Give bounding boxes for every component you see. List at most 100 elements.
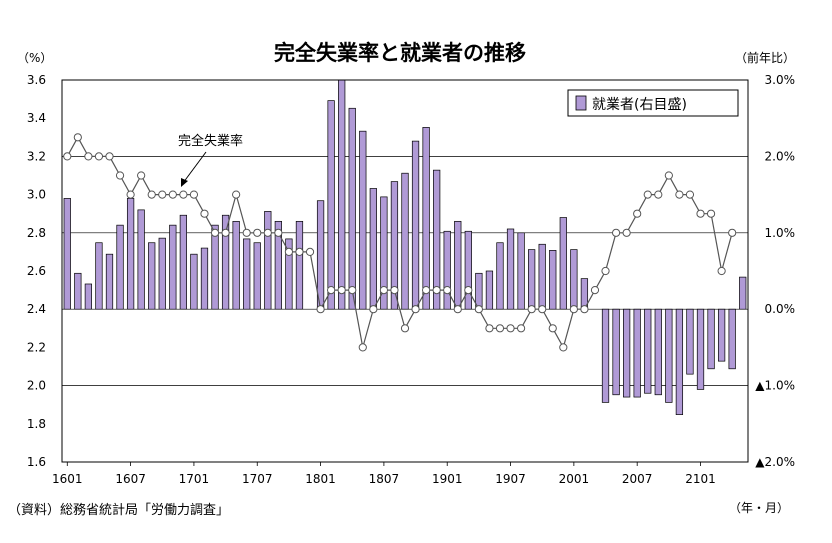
unemployment-marker [295, 247, 304, 256]
left-tick-label: 1.8 [27, 417, 46, 431]
unemployment-marker [569, 305, 578, 314]
x-tick-label: 1801 [305, 472, 336, 486]
unemployment-marker [548, 324, 557, 333]
chart-title: 完全失業率と就業者の推移 [274, 41, 526, 65]
employment-bar [633, 308, 641, 398]
employment-bar [243, 238, 251, 310]
employment-bar [74, 272, 82, 310]
unemployment-marker [63, 152, 72, 161]
unemployment-marker [685, 190, 695, 199]
unemployment-marker [242, 228, 251, 237]
x-axis-ticks: 1601 1607 1701 1707 1801 1807 1901 1907 2001 2007… [52, 462, 716, 486]
employment-bar [348, 107, 356, 310]
employment-bar [116, 224, 124, 310]
employment-bar [327, 100, 335, 310]
left-tick-label: 2.8 [27, 226, 46, 240]
legend: 就業者(右目盛) [567, 89, 739, 117]
line-annotation-arrowhead [181, 178, 188, 187]
employment-bar [675, 308, 684, 415]
employment-bar [95, 242, 103, 310]
unemployment-marker [601, 266, 610, 276]
employment-bar [295, 220, 304, 310]
unemployment-marker [274, 228, 283, 237]
left-tick-label: 3.0 [27, 188, 46, 202]
employment-bar [717, 308, 726, 362]
employment-bars [63, 79, 747, 415]
unemployment-marker [495, 324, 505, 333]
x-tick-label: 2101 [685, 472, 716, 486]
unemployment-marker [633, 209, 642, 218]
unemployment-marker [210, 228, 220, 237]
employment-bar [274, 220, 282, 310]
employment-bar [211, 224, 219, 310]
unemployment-marker [538, 305, 547, 314]
source-note: （資料）総務省統計局「労働力調査」 [8, 502, 229, 518]
unemployment-marker [696, 209, 705, 218]
employment-bar [232, 220, 240, 310]
unemployment-marker [390, 286, 399, 295]
employment-bar [285, 238, 293, 310]
employment-bar [517, 232, 525, 310]
line-annotation: 完全失業率 [178, 133, 243, 187]
employment-bar [169, 224, 177, 310]
unemployment-marker [654, 190, 663, 199]
unemployment-marker [464, 286, 473, 295]
legend-label: 就業者(右目盛) [592, 97, 687, 113]
employment-bar [359, 130, 367, 310]
employment-bar [528, 249, 536, 310]
unemployment-marker [717, 266, 726, 276]
x-axis-unit: （年・月） [729, 501, 789, 515]
unemployment-marker [263, 228, 272, 237]
unemployment-marker [400, 324, 410, 333]
employment-bar [105, 253, 114, 310]
x-tick-label: 2001 [559, 472, 590, 486]
x-tick-label: 1807 [369, 472, 400, 486]
employment-bar [63, 198, 71, 310]
left-axis-ticks: 3.6 3.4 3.2 3.0 2.8 2.6 2.4 2.2 2.0 1.8 1.6 [27, 73, 46, 469]
unemployment-marker [664, 171, 673, 180]
employment-bar [485, 270, 494, 310]
unemployment-marker [200, 209, 209, 218]
employment-bar [728, 308, 736, 370]
unemployment-marker [580, 305, 589, 314]
employment-bar [433, 169, 441, 310]
employment-bar [380, 196, 388, 310]
unemployment-marker [474, 305, 483, 314]
right-axis-ticks: 3.0% 2.0% 1.0% 0.0% ▲1.0% ▲2.0% [755, 73, 795, 469]
unemployment-marker [358, 343, 367, 352]
employment-bar [654, 308, 662, 396]
x-tick-label: 1901 [432, 472, 463, 486]
unemployment-marker [643, 190, 652, 199]
employment-bar [623, 308, 631, 398]
employment-bar [137, 209, 145, 310]
employment-bar [612, 308, 620, 396]
left-axis-unit: （%） [17, 51, 52, 65]
unemployment-marker [316, 305, 325, 314]
employment-bar [696, 308, 705, 390]
unemployment-marker [611, 228, 621, 237]
employment-bar [496, 242, 504, 310]
x-tick-label: 2007 [622, 472, 653, 486]
unemployment-marker [622, 228, 631, 237]
employment-bar [253, 242, 261, 310]
unemployment-marker [590, 286, 600, 295]
left-tick-label: 3.2 [27, 149, 46, 163]
employment-bar [179, 214, 187, 310]
employment-bar [221, 214, 230, 310]
employment-bar [443, 230, 451, 310]
unemployment-marker [485, 324, 494, 333]
right-tick-label: 3.0% [765, 73, 796, 87]
employment-bar [686, 308, 694, 375]
left-tick-label: 1.6 [27, 455, 46, 469]
unemployment-marker [284, 247, 294, 256]
employment-bar [148, 242, 156, 310]
unemployment-marker [305, 247, 315, 256]
x-tick-label: 1701 [179, 472, 210, 486]
unemployment-marker [527, 305, 536, 314]
employment-bar [559, 217, 567, 310]
unemployment-marker [432, 286, 441, 295]
employment-bar [190, 253, 198, 310]
right-tick-label: 2.0% [765, 149, 796, 163]
unemployment-marker [559, 343, 568, 352]
left-tick-label: 2.0 [27, 379, 46, 393]
